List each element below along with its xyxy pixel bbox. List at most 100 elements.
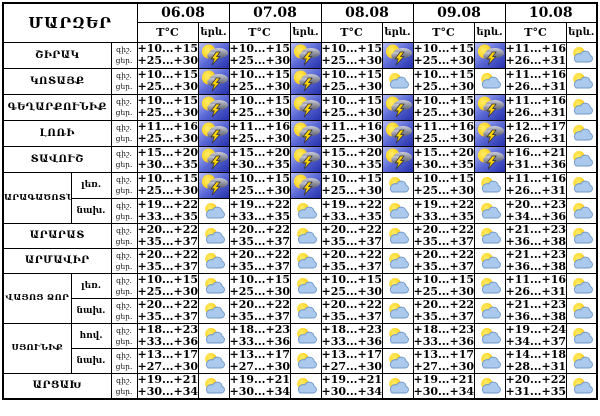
night-temp: +16...+21 <box>505 146 566 159</box>
temperature-cell: +10...+15 +25...+30 <box>412 272 475 299</box>
night-temp: +11...+16 <box>505 42 566 55</box>
sun-cloud-icon <box>572 151 593 167</box>
sun-cloud-lightning-icon <box>199 95 228 119</box>
phenomenon-cell <box>473 372 506 399</box>
phenomenon-cell <box>381 119 414 147</box>
temperature-cell: +10...+15 +25...+30 <box>228 41 291 69</box>
forecast-row: ԳԵՂԱՐՔՈՒՆԻՔ գիշ. ցեր. +10...+15 +25...+30 +10… <box>2 93 598 121</box>
night-temp: +19...+21 <box>321 373 382 386</box>
day-temp: +30...+34 <box>229 384 290 398</box>
night-label: գիշ. <box>116 45 132 54</box>
zone-label: նախ. <box>70 197 112 224</box>
phenomenon-cell <box>381 372 414 399</box>
phenomenon-cell <box>565 247 598 274</box>
sun-cloud-icon <box>205 252 225 268</box>
sun-cloud-icon <box>297 252 317 268</box>
zone-label: հով. <box>70 322 112 349</box>
night-temp: +11...+16 <box>505 94 566 107</box>
temperature-cell: +21...+23 +36...+38 <box>504 297 567 324</box>
phenomenon-cell <box>565 145 598 173</box>
night-temp: +10...+15 <box>413 68 474 81</box>
day-temp: +25...+30 <box>321 132 382 145</box>
night-temp: +10...+15 <box>137 94 198 107</box>
day-temp: +26...+31 <box>505 284 566 298</box>
day-temp: +33...+36 <box>229 334 290 348</box>
day-temp: +25...+30 <box>137 284 198 298</box>
forecast-header: ՄԱՐԶԵՐ 06.08 07.08 08.08 09.08 10.08 T°C… <box>2 2 598 43</box>
temperature-cell: +18...+23 +33...+36 <box>412 322 475 349</box>
day-temp: +27...+30 <box>413 359 474 373</box>
day-temp: +25...+30 <box>229 184 290 197</box>
day-temp: +25...+30 <box>229 132 290 145</box>
night-temp: +11...+16 <box>321 120 382 133</box>
sun-cloud-lightning-icon <box>291 147 320 171</box>
temperature-cell: +10...+15 +25...+30 <box>320 93 383 121</box>
temp-header: T°C <box>320 21 383 43</box>
night-temp: +10...+15 <box>229 68 290 81</box>
sun-cloud-icon <box>572 302 593 318</box>
sun-cloud-icon <box>297 227 317 243</box>
phenomenon-cell <box>289 297 322 324</box>
phenomenon-cell <box>197 222 230 249</box>
night-temp: +20...+22 <box>229 248 290 261</box>
temperature-cell: +11...+16 +25...+30 <box>228 119 291 147</box>
temperature-cell: +15...+20 +30...+35 <box>136 145 199 173</box>
night-temp: +10...+15 <box>137 68 198 81</box>
time-of-day-labels: գիշ. ցեր. <box>110 145 138 173</box>
temperature-cell: +20...+22 +35...+37 <box>228 222 291 249</box>
time-of-day-labels: գիշ. ցեր. <box>110 297 138 324</box>
sun-cloud-icon <box>481 227 501 243</box>
time-of-day-labels: գիշ. ցեր. <box>110 347 138 374</box>
sun-cloud-lightning-icon <box>383 121 412 145</box>
phenomenon-cell <box>197 41 230 69</box>
sun-cloud-icon <box>481 352 501 368</box>
day-temp: +25...+30 <box>321 106 382 119</box>
phenomenon-cell <box>473 145 506 173</box>
date-header-5: 10.08 <box>504 2 598 23</box>
temperature-cell: +16...+21 +31...+36 <box>504 145 567 173</box>
day-temp: +35...+37 <box>413 259 474 273</box>
time-of-day-labels: գիշ. ցեր. <box>110 171 138 199</box>
temperature-cell: +10...+15 +25...+30 <box>320 41 383 69</box>
region-name: ԱՐԱԳԱԾՈՏՆ <box>2 171 72 224</box>
sun-cloud-icon <box>572 252 593 268</box>
night-temp: +10...+15 <box>321 42 382 55</box>
night-temp: +20...+22 <box>413 223 474 236</box>
phenomenon-header: երև. <box>197 21 230 43</box>
night-label: գիշ. <box>116 123 132 132</box>
temperature-cell: +20...+22 +35...+37 <box>136 222 199 249</box>
night-temp: +18...+23 <box>229 323 290 336</box>
day-label: ցեր. <box>115 211 133 221</box>
phenomenon-cell <box>289 372 322 399</box>
sun-cloud-icon <box>205 277 225 293</box>
temperature-cell: +13...+17 +27...+30 <box>136 347 199 374</box>
sun-cloud-lightning-icon <box>291 69 320 93</box>
sun-cloud-lightning-icon <box>291 95 320 119</box>
day-temp: +35...+37 <box>321 234 382 248</box>
day-label: ցեր. <box>115 186 133 195</box>
sun-cloud-lightning-icon <box>383 147 412 171</box>
day-temp: +26...+31 <box>505 132 566 145</box>
night-label: գիշ. <box>116 375 132 385</box>
forecast-row: ՏԱՎՈՒՇ գիշ. ցեր. +15...+20 +30...+35 +15...+2… <box>2 145 598 173</box>
phenomenon-cell <box>197 247 230 274</box>
sun-cloud-icon <box>297 377 317 393</box>
temperature-cell: +19...+21 +30...+34 <box>412 372 475 399</box>
day-label: ցեր. <box>115 56 133 65</box>
sun-cloud-icon <box>481 73 501 89</box>
day-temp: +25...+30 <box>137 80 198 93</box>
temperature-cell: +15...+20 +30...+35 <box>412 145 475 173</box>
phenomenon-cell <box>565 171 598 199</box>
night-temp: +11...+16 <box>505 68 566 81</box>
region-name: ԼՈՌԻ <box>2 119 112 147</box>
temperature-cell: +11...+16 +26...+31 <box>504 67 567 95</box>
phenomenon-cell <box>381 197 414 224</box>
phenomenon-cell <box>197 322 230 349</box>
night-temp: +20...+22 <box>229 298 290 311</box>
day-temp: +27...+30 <box>137 359 198 373</box>
region-name: ՎԱՅՈՑ ՁՈՐ <box>2 272 72 324</box>
sun-cloud-icon <box>481 377 501 393</box>
time-of-day-labels: գիշ. ցեր. <box>110 372 138 399</box>
night-temp: +20...+22 <box>505 373 566 386</box>
sun-cloud-icon <box>572 202 593 218</box>
